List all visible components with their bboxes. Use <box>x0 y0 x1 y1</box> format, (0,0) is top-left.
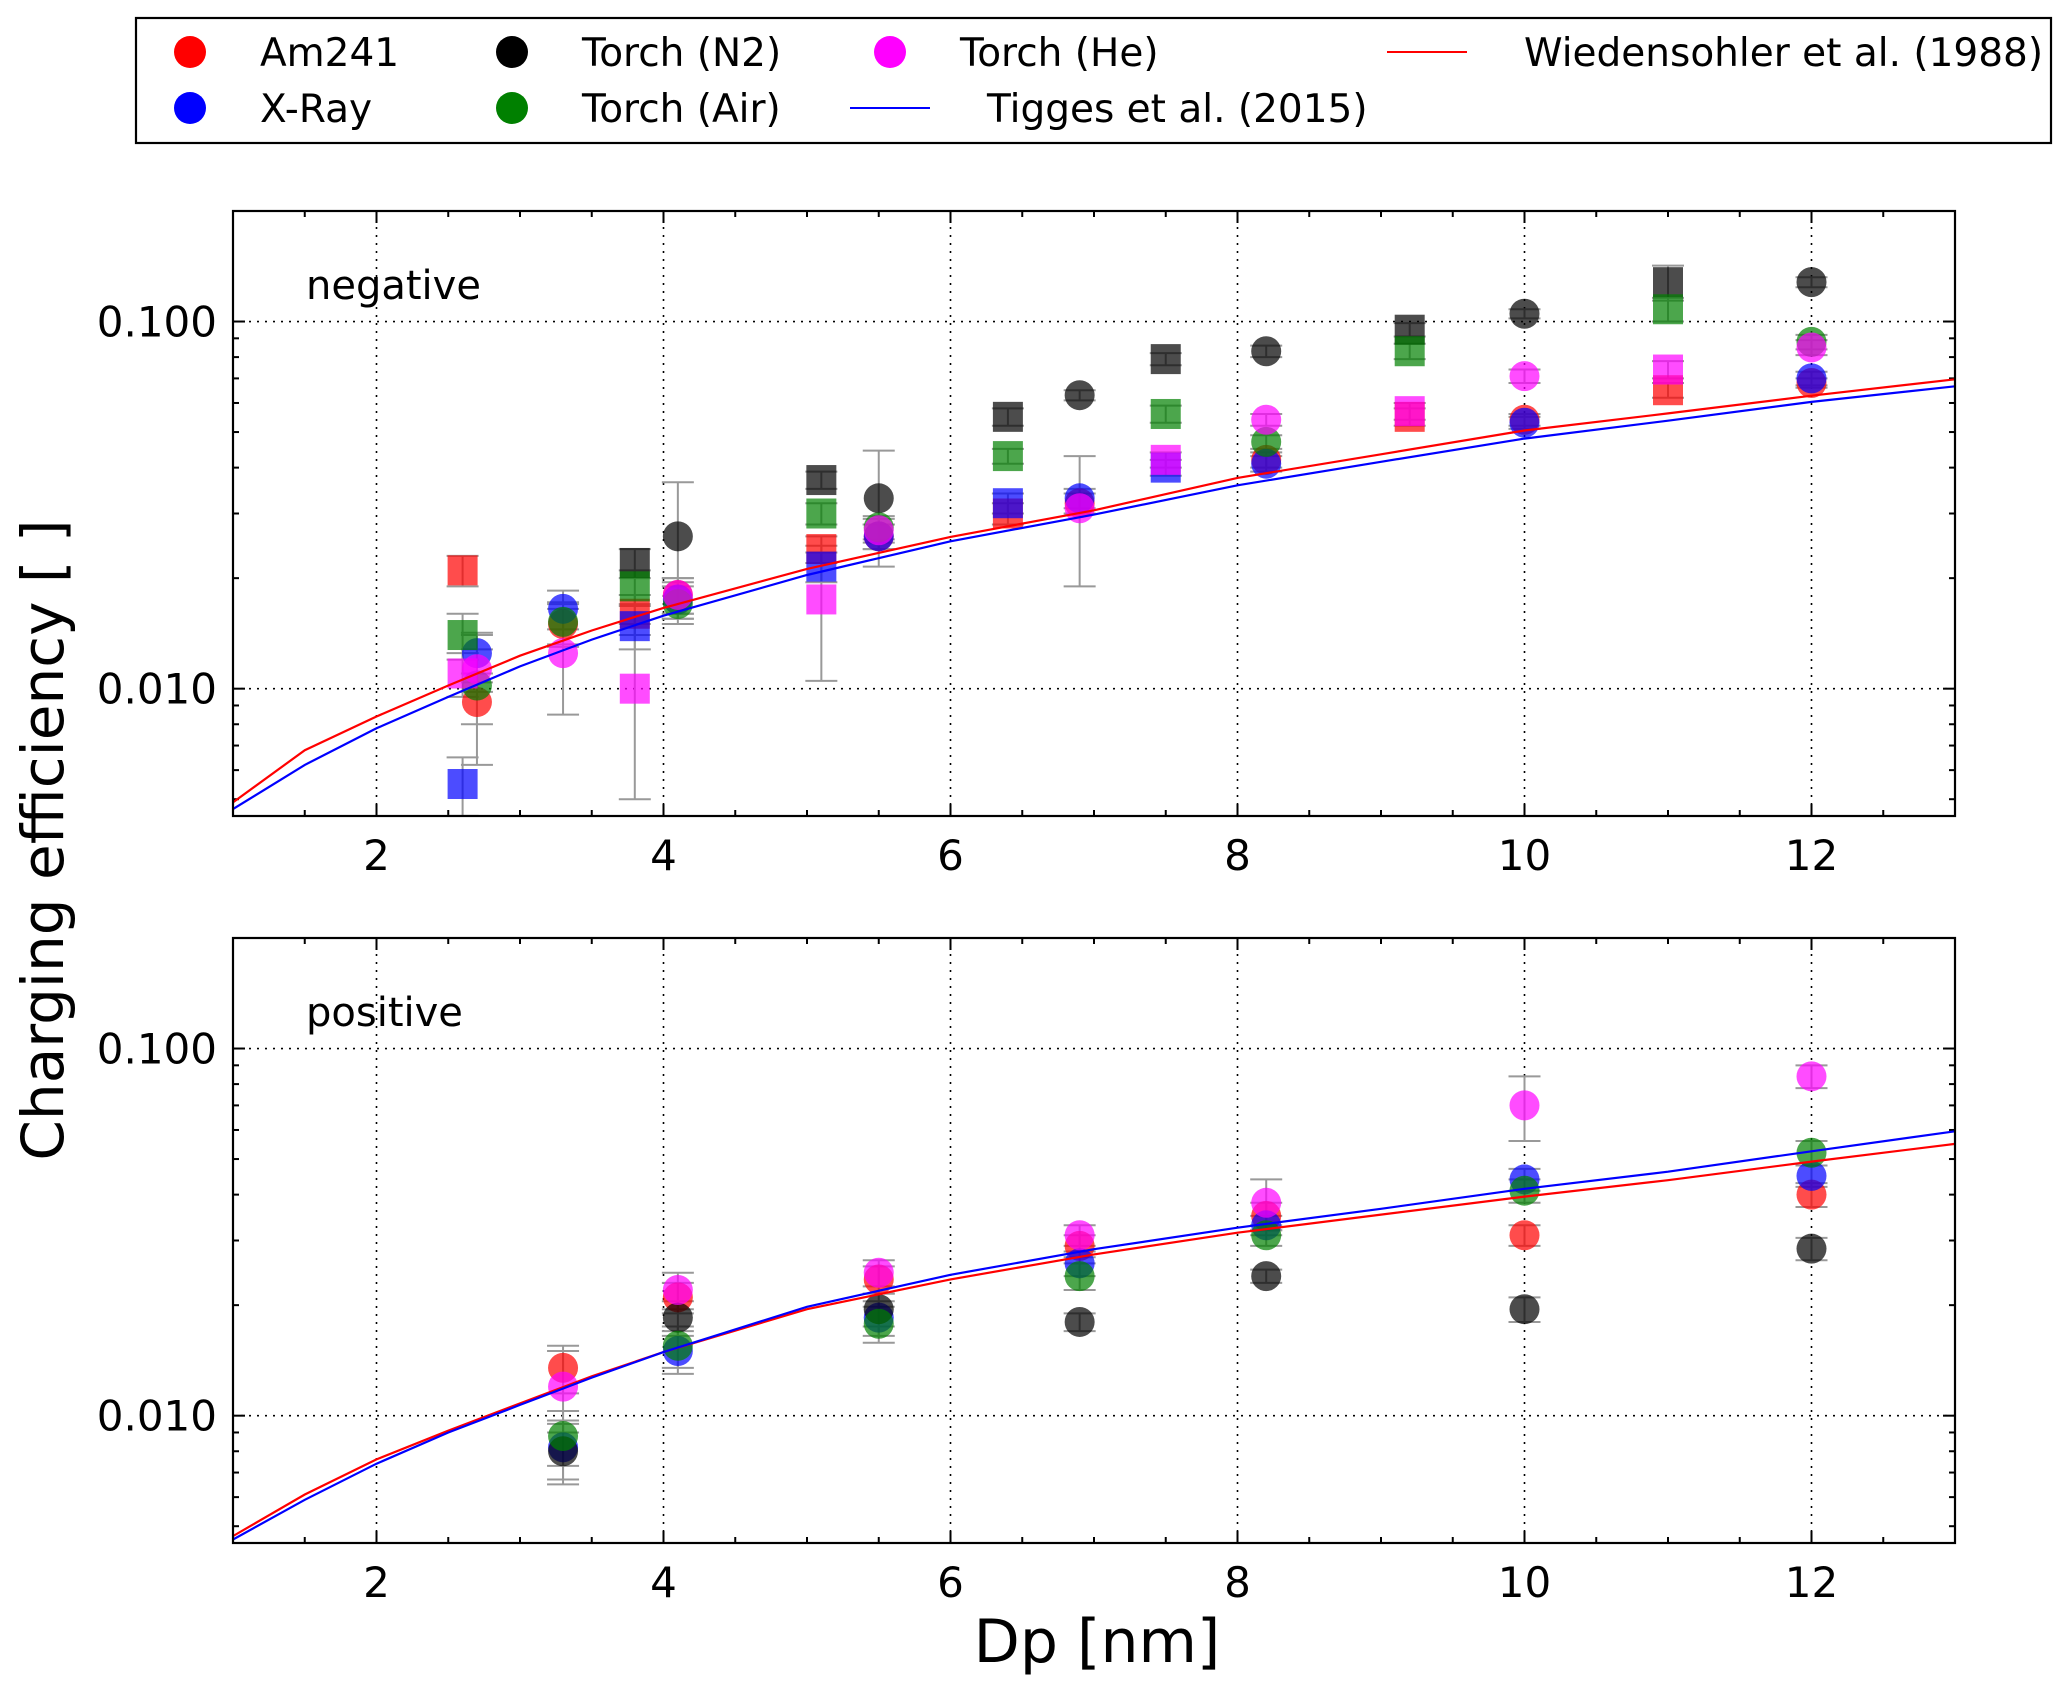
panel-negative-torch-he-circle-point <box>548 638 579 669</box>
legend-torch-he-label: Torch (He) <box>959 31 1159 76</box>
panel-positive-curve-tigges-et-al-2015 <box>233 1130 1955 1541</box>
panel-negative-torch-he-square-point <box>1394 396 1425 427</box>
panel-negative-torch-n2-square-point <box>992 401 1023 432</box>
panel-negative-curve-wiedensohler-et-al-1988 <box>233 378 1955 804</box>
panel-negative-torch-air-square-point <box>806 498 837 529</box>
legend-torch-air-marker <box>496 92 528 124</box>
panel-negative-torch-he-square-point <box>1150 444 1181 475</box>
panel-negative-torch-air-square-point <box>1394 336 1425 367</box>
panel-negative-torch-n2-circle-point <box>1796 267 1827 298</box>
panel-positive-x-tick-label: 10 <box>1498 1558 1551 1607</box>
panel-negative-torch-air-square-point <box>447 620 478 651</box>
legend-x-ray-label: X-Ray <box>260 87 372 132</box>
panel-negative-y-tick-label: 0.010 <box>97 665 217 714</box>
panel-negative-label: negative <box>306 263 481 309</box>
panel-positive-x-tick-label: 8 <box>1224 1558 1251 1607</box>
panel-positive-plot-area <box>233 938 1955 1543</box>
panel-positive-torch-he-circle-point <box>1064 1220 1095 1251</box>
panel-positive-torch-air-circle-point <box>662 1330 693 1361</box>
panel-negative-torch-n2-circle-point <box>1064 380 1095 411</box>
panel-negative-x-tick-label: 8 <box>1224 831 1251 880</box>
panel-negative-torch-n2-circle-point <box>863 483 894 514</box>
panel-negative-y-tick-label: 0.100 <box>97 298 217 347</box>
panel-positive-x-tick-label: 2 <box>363 1558 390 1607</box>
panel-positive-y-tick-label: 0.010 <box>97 1392 217 1441</box>
legend-am241-marker <box>174 36 206 68</box>
panel-positive-torch-n2-circle-point <box>1064 1306 1095 1337</box>
panel-positive-torch-he-circle-point <box>863 1257 894 1288</box>
y-axis-title: Charging efficiency [ ] <box>9 519 77 1160</box>
panel-positive: 0.010 0.100 2 4 6 8 10 12 positive <box>97 936 1957 1607</box>
panel-positive-marks <box>233 1061 1955 1541</box>
panel-negative-torch-he-square-point <box>1653 354 1683 385</box>
panel-positive-torch-n2-circle-point <box>1796 1233 1827 1264</box>
panel-positive-torch-he-circle-point <box>662 1274 693 1305</box>
panel-negative-x-ray-square-point <box>447 769 478 800</box>
legend-am241-label: Am241 <box>260 31 399 76</box>
panel-negative-torch-he-circle-point <box>662 579 693 610</box>
panel-negative-torch-he-circle-point <box>1509 361 1540 392</box>
panel-negative-x-tick-label: 6 <box>937 831 964 880</box>
panel-positive-x-tick-label: 12 <box>1785 1558 1838 1607</box>
panel-positive-label: positive <box>306 990 463 1036</box>
panel-negative-torch-air-square-point <box>992 441 1023 472</box>
panel-negative-torch-he-circle-point <box>863 515 894 546</box>
panel-negative-am241-square-point <box>447 555 478 586</box>
panel-negative-torch-air-square-point <box>619 571 650 602</box>
panel-negative-torch-he-circle-point <box>1796 332 1827 363</box>
legend: Am241 X-Ray Torch (N2) Torch (Air) Torch (He… <box>134 16 2053 145</box>
panel-negative-torch-air-circle-point <box>1251 426 1282 457</box>
panel-negative-torch-n2-square-point <box>1150 344 1181 375</box>
panel-negative-torch-n2-circle-point <box>662 521 693 552</box>
panel-negative-torch-he-square-point <box>806 584 837 615</box>
panel-negative-x-tick-label: 2 <box>363 831 390 880</box>
legend-torch-n2-label: Torch (N2) <box>581 31 781 76</box>
panel-positive-am241-circle-point <box>1509 1220 1540 1251</box>
panel-negative-torch-he-circle-point <box>1251 404 1282 435</box>
panel-negative-torch-n2-square-point <box>806 465 837 496</box>
panel-positive-x-tick-label: 6 <box>937 1558 964 1607</box>
legend-torch-air-label: Torch (Air) <box>581 87 781 132</box>
panel-negative-marks <box>233 264 1955 816</box>
legend-x-ray-marker <box>174 92 206 124</box>
panel-positive-y-tick-label: 0.100 <box>97 1025 217 1074</box>
panel-negative-x-tick-label: 4 <box>650 831 677 880</box>
panel-negative-frame <box>231 209 1957 818</box>
panel-positive-x-tick-label: 4 <box>650 1558 677 1607</box>
legend-wiedensohler-et-al-1988-label: Wiedensohler et al. (1988) <box>1524 31 2043 76</box>
panel-negative-torch-he-square-point <box>619 673 650 704</box>
panel-positive-torch-air-circle-point <box>1064 1261 1095 1292</box>
panel-positive-torch-n2-circle-point <box>1509 1294 1540 1325</box>
x-axis-title: Dp [nm] <box>974 1607 1221 1677</box>
panel-negative-torch-n2-circle-point <box>1509 298 1540 329</box>
panel-negative-torch-air-square-point <box>1150 398 1181 429</box>
panel-negative-curve-tigges-et-al-2015 <box>233 385 1955 811</box>
panel-positive-torch-he-circle-point <box>1251 1187 1282 1218</box>
panel-negative-torch-air-circle-point <box>548 606 579 637</box>
panel-negative-x-tick-label: 10 <box>1498 831 1551 880</box>
panel-positive-torch-air-circle-point <box>548 1421 579 1452</box>
legend-frame <box>134 16 2053 145</box>
panel-negative-x-ray-circle-point <box>1796 363 1827 394</box>
panel-positive-curve-wiedensohler-et-al-1988 <box>233 1142 1955 1538</box>
panel-negative-torch-n2-circle-point <box>1251 336 1282 367</box>
panel-negative: 0.010 0.100 2 4 6 8 10 12 negative <box>97 209 1957 880</box>
panel-positive-x-ray-circle-point <box>1796 1160 1827 1191</box>
legend-torch-he-marker <box>874 36 906 68</box>
panel-positive-torch-he-circle-point <box>1796 1061 1827 1092</box>
panel-positive-torch-air-circle-point <box>863 1308 894 1339</box>
legend-torch-n2-marker <box>496 36 528 68</box>
panel-positive-torch-n2-circle-point <box>662 1302 693 1333</box>
panel-positive-torch-n2-circle-point <box>1251 1261 1282 1292</box>
panel-positive-frame <box>231 936 1957 1545</box>
panel-positive-torch-he-circle-point <box>1509 1090 1540 1121</box>
panel-negative-torch-n2-square-point <box>1653 267 1683 298</box>
panel-negative-torch-air-square-point <box>1653 294 1683 325</box>
panel-negative-x-tick-label: 12 <box>1785 831 1838 880</box>
panel-negative-x-ray-square-point <box>992 488 1023 519</box>
legend-tigges-et-al-2015-label: Tigges et al. (2015) <box>986 87 1368 132</box>
